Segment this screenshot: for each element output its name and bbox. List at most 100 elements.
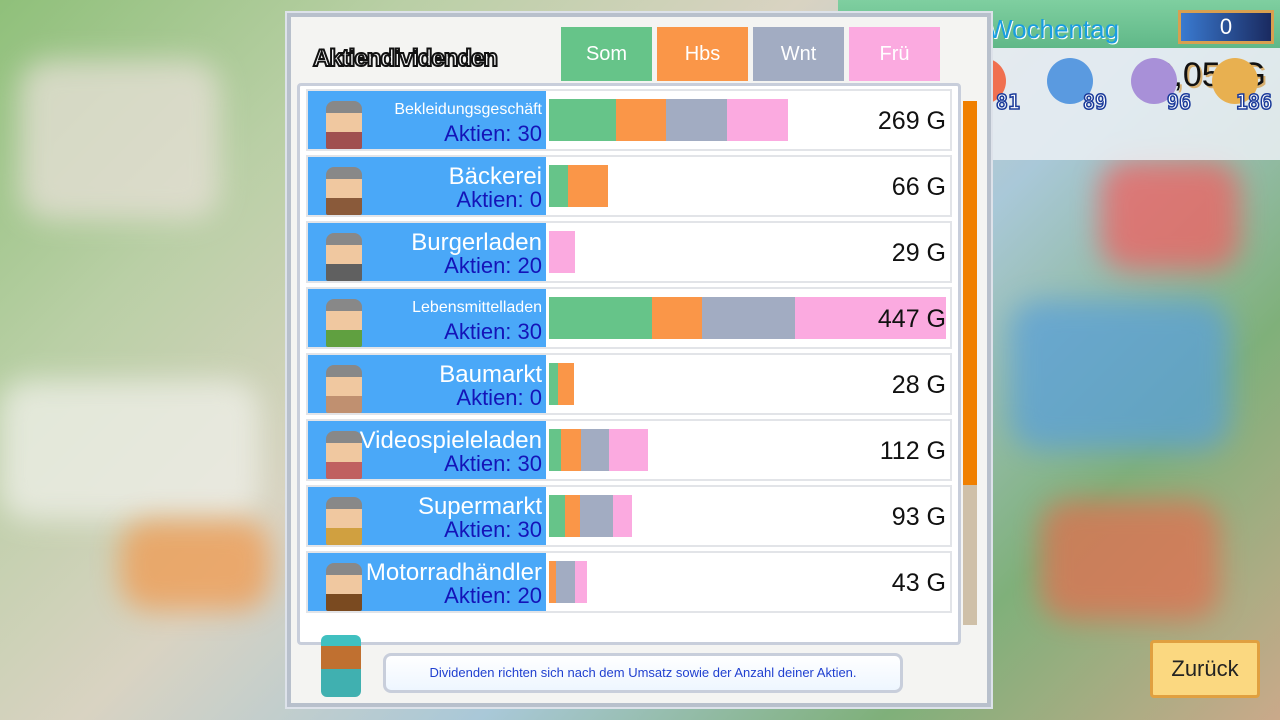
bar-segment-frü (574, 561, 588, 603)
hint-bubble: Dividenden richten sich nach dem Umsatz … (383, 653, 903, 693)
shop-label: Videospieleladen Aktien: 30 (308, 421, 546, 479)
legend-som: Som (561, 27, 652, 81)
dividend-total: 66 G (891, 173, 946, 201)
dividend-bar (549, 165, 608, 207)
stat-value: 89 (1082, 89, 1108, 115)
weekday-label: Wochentag (988, 14, 1120, 44)
bar-segment-wnt (666, 99, 728, 141)
bar-segment-wnt (556, 561, 575, 603)
shares-count: Aktien: 20 (444, 253, 542, 278)
dividend-total: 447 G (877, 305, 946, 333)
shares-count: Aktien: 30 (444, 517, 542, 542)
dividend-total: 93 G (891, 503, 946, 531)
bar-segment-frü (794, 297, 946, 339)
bar-segment-som (549, 99, 616, 141)
shop-label: Bäckerei Aktien: 0 (308, 157, 546, 215)
dividend-total: 269 G (877, 107, 946, 135)
bar-segment-hbs (615, 99, 667, 141)
shares-count: Aktien: 0 (456, 385, 542, 410)
shares-count: Aktien: 30 (444, 121, 542, 146)
stat-value: 96 (1166, 89, 1192, 115)
bar-segment-som (549, 165, 568, 207)
shopkeeper-avatar (326, 431, 362, 479)
shopkeeper-avatar (326, 299, 362, 347)
shares-count: Aktien: 0 (456, 187, 542, 212)
shopping-bag-icon: 89 (1047, 58, 1108, 115)
shop-label: Burgerladen Aktien: 20 (308, 223, 546, 281)
dividend-row[interactable]: Motorradhändler Aktien: 20 43 G (306, 551, 952, 613)
shop-name: Lebensmittelladen (412, 299, 542, 316)
bar-segment-wnt (580, 495, 613, 537)
dividends-panel: Aktiendividenden Som Hbs Wnt Frü Bekleidung… (287, 13, 991, 707)
dividends-list: Bekleidungsgeschäft Aktien: 30 269 G Bäc… (297, 83, 961, 645)
coin-icon: 186 (1212, 58, 1273, 115)
scrollbar-thumb[interactable] (963, 101, 977, 485)
dividend-row[interactable]: Bekleidungsgeschäft Aktien: 30 269 G (306, 89, 952, 151)
scrollbar[interactable] (963, 101, 977, 625)
bar-segment-frü (727, 99, 788, 141)
shopkeeper-avatar (326, 233, 362, 281)
bar-segment-frü (549, 231, 575, 273)
dividend-total: 29 G (891, 239, 946, 267)
legend-hbs: Hbs (657, 27, 748, 81)
bar-segment-hbs (549, 561, 557, 603)
shopkeeper-avatar (326, 167, 362, 215)
music-note-icon: 96 (1131, 58, 1192, 115)
dividend-bar (549, 561, 588, 603)
dividend-row[interactable]: Videospieleladen Aktien: 30 112 G (306, 419, 952, 481)
shares-count: Aktien: 30 (444, 451, 542, 476)
shopkeeper-avatar (326, 563, 362, 611)
advisor-avatar (321, 635, 361, 697)
bar-segment-som (549, 495, 565, 537)
bar-segment-frü (609, 429, 649, 471)
shopkeeper-avatar (326, 365, 362, 413)
bar-segment-som (549, 429, 561, 471)
time-indicator: 0 (1178, 10, 1274, 44)
dividend-bar (549, 429, 649, 471)
bar-segment-hbs (557, 363, 574, 405)
shop-name: Supermarkt (417, 493, 542, 520)
shop-label: Motorradhändler Aktien: 20 (308, 553, 546, 611)
bar-segment-hbs (567, 165, 608, 207)
clock-value: 0 (1219, 14, 1233, 39)
bar-segment-hbs (560, 429, 581, 471)
bar-segment-som (549, 297, 652, 339)
back-button[interactable]: Zurück (1150, 640, 1260, 698)
legend-wnt: Wnt (753, 27, 844, 81)
bar-segment-wnt (580, 429, 610, 471)
bar-segment-hbs (564, 495, 581, 537)
dividend-bar (549, 231, 575, 273)
dividend-row[interactable]: Baumarkt Aktien: 0 28 G (306, 353, 952, 415)
bar-segment-wnt (701, 297, 795, 339)
shop-label: Bekleidungsgeschäft Aktien: 30 (308, 91, 546, 149)
bar-segment-frü (612, 495, 632, 537)
dividend-row[interactable]: Bäckerei Aktien: 0 66 G (306, 155, 952, 217)
dividend-bar (549, 363, 574, 405)
dividend-row[interactable]: Lebensmittelladen Aktien: 30 447 G (306, 287, 952, 349)
dividend-bar (549, 495, 632, 537)
panel-title: Aktiendividenden (312, 44, 499, 73)
shop-name: Burgerladen (411, 229, 542, 256)
legend-frü: Frü (849, 27, 940, 81)
shopkeeper-avatar (326, 101, 362, 149)
shop-name: Bekleidungsgeschäft (394, 101, 542, 118)
shares-count: Aktien: 30 (444, 319, 542, 344)
shares-count: Aktien: 20 (444, 583, 542, 608)
shop-name: Videospieleladen (359, 427, 542, 454)
dividend-bar (549, 99, 788, 141)
dividend-total: 112 G (879, 437, 946, 465)
dividend-row[interactable]: Burgerladen Aktien: 20 29 G (306, 221, 952, 283)
shop-name: Baumarkt (439, 361, 542, 388)
shop-name: Bäckerei (448, 163, 542, 190)
stat-value: 186 (1235, 89, 1273, 115)
dividend-row[interactable]: Supermarkt Aktien: 30 93 G (306, 485, 952, 547)
bar-segment-hbs (652, 297, 702, 339)
shop-label: Lebensmittelladen Aktien: 30 (308, 289, 546, 347)
dividend-total: 43 G (891, 569, 946, 597)
shop-name: Motorradhändler (365, 559, 542, 586)
hint-text: Dividenden richten sich nach dem Umsatz … (429, 665, 857, 680)
shop-label: Baumarkt Aktien: 0 (308, 355, 546, 413)
dividend-bar (549, 297, 946, 339)
stat-value: 81 (995, 89, 1021, 115)
shopkeeper-avatar (326, 497, 362, 545)
